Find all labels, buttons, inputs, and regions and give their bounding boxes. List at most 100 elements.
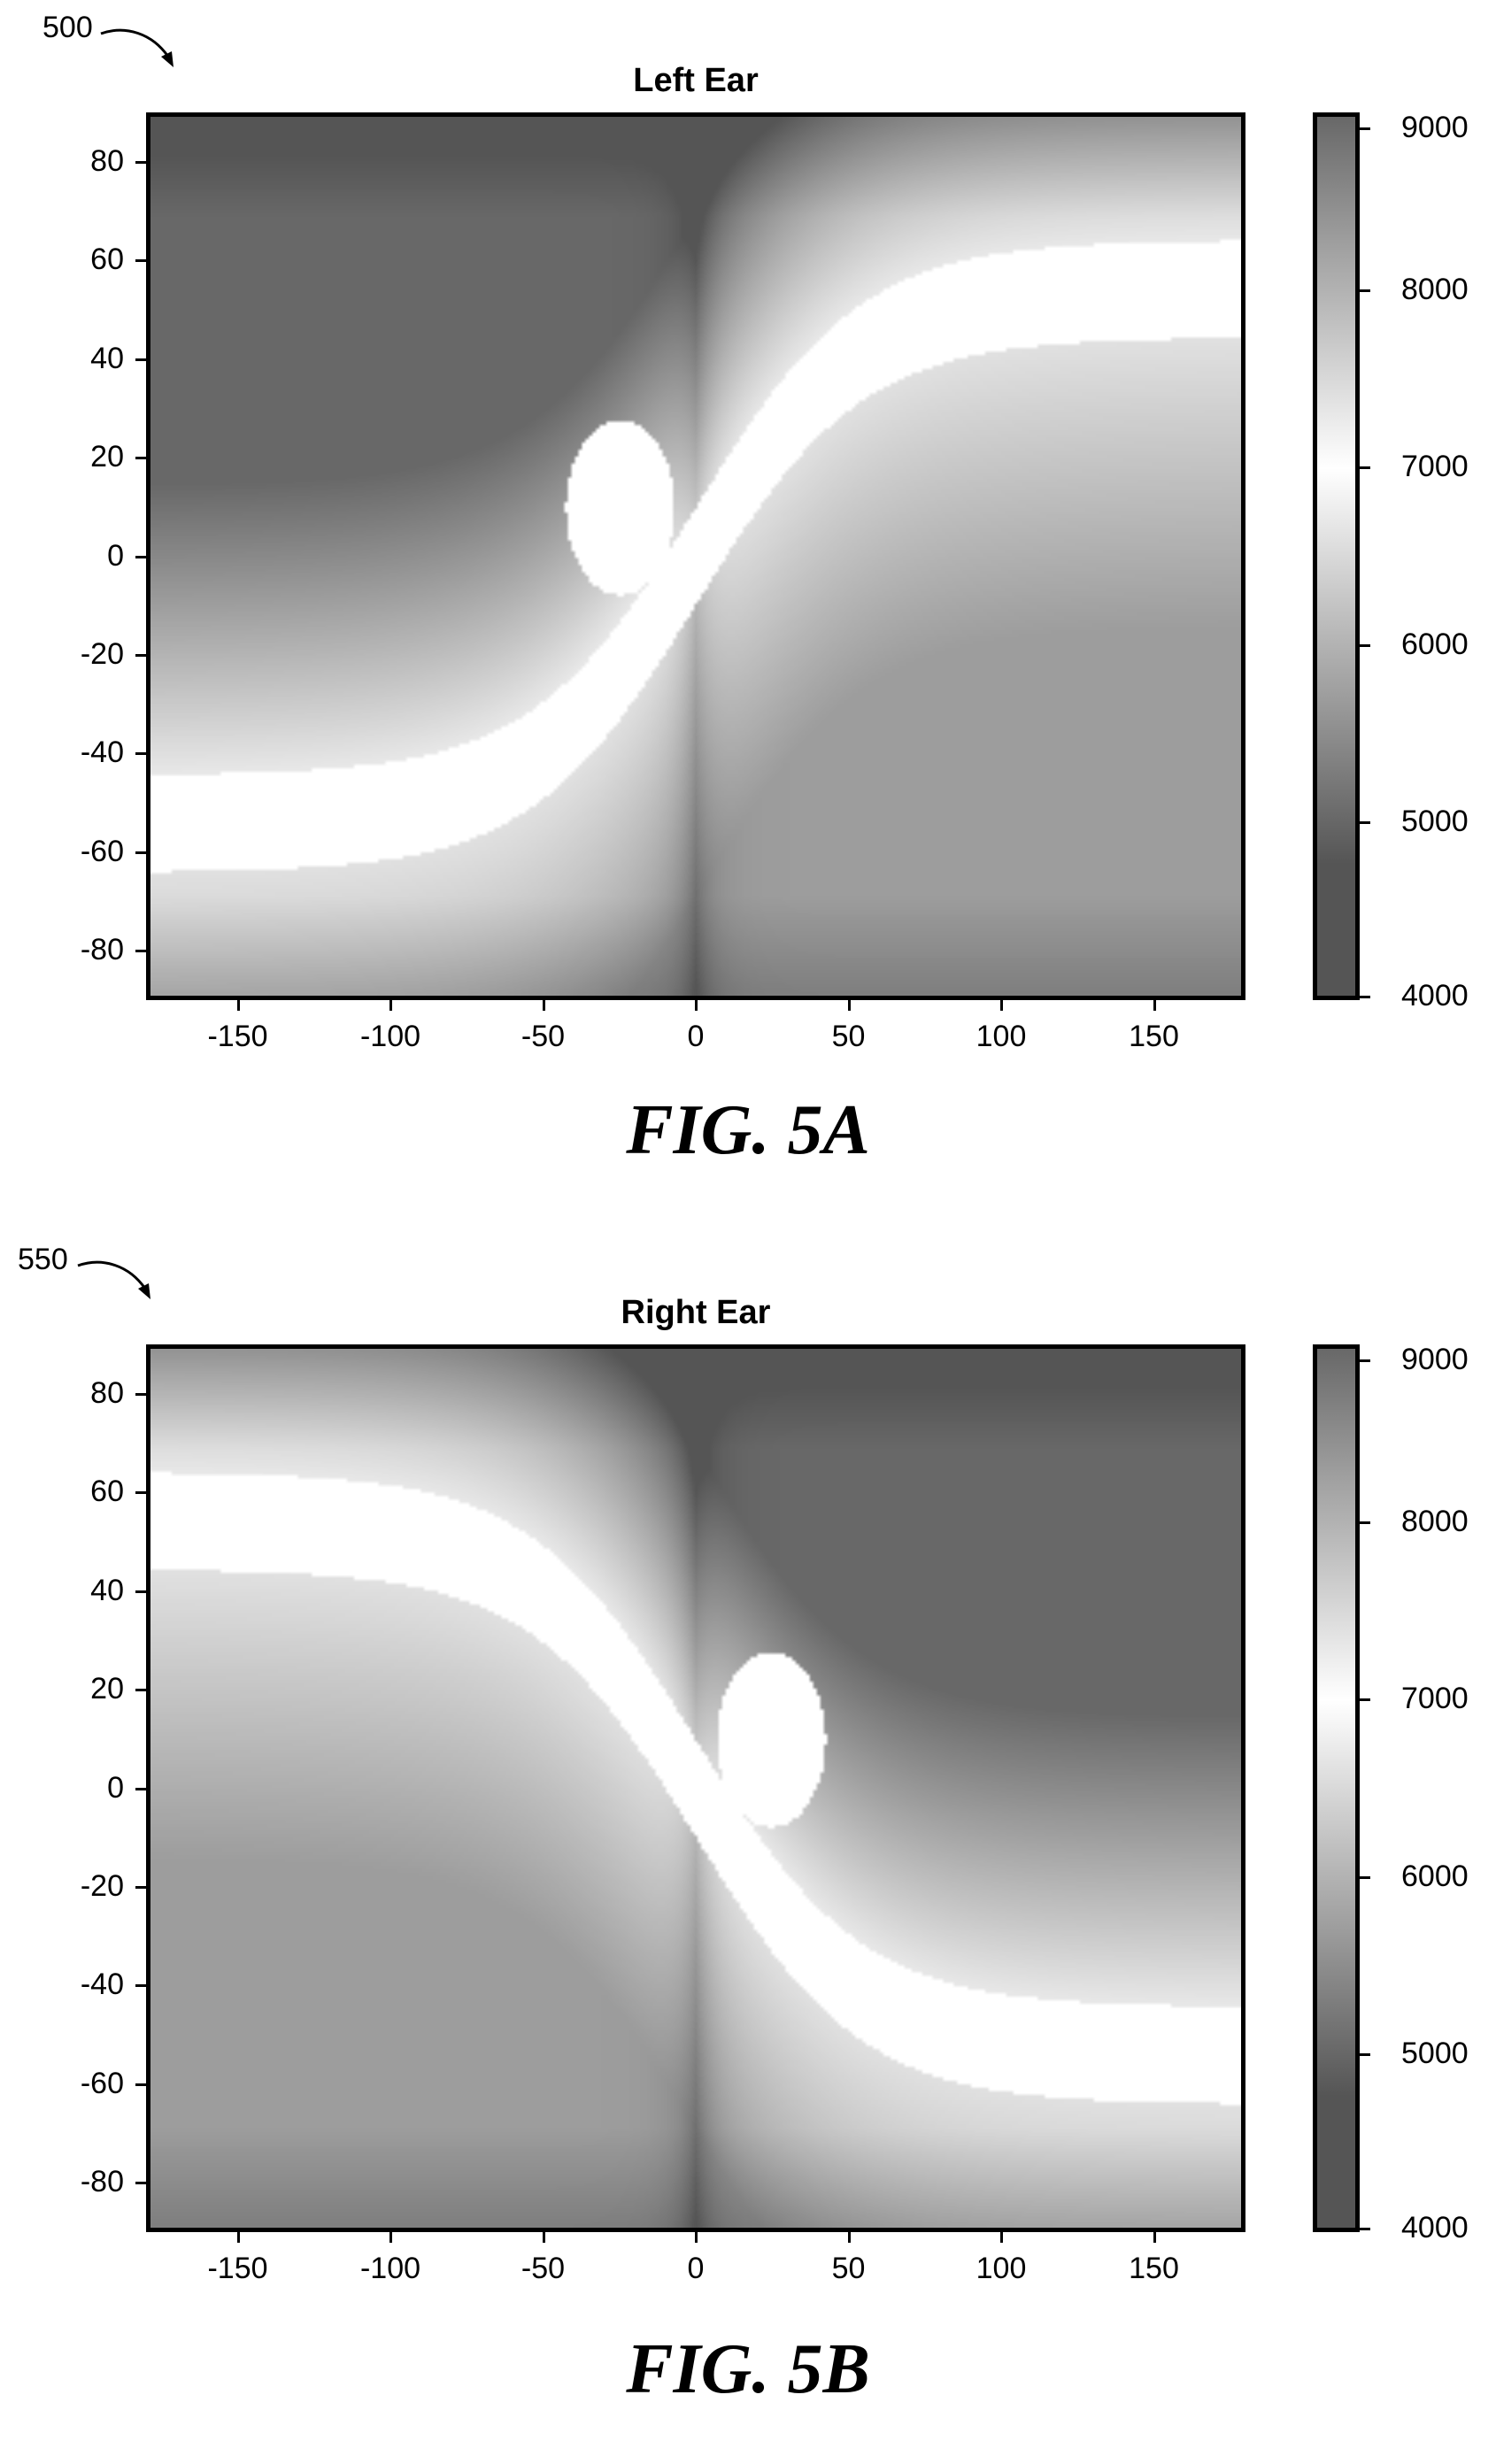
colorbar-tick-label: 4000 (1401, 2211, 1469, 2245)
colorbar-tick-mark (1360, 127, 1370, 130)
colorbar-tick-mark (1360, 2053, 1370, 2057)
x-tick-label: 150 (1129, 2252, 1179, 2285)
y-tick-mark (135, 259, 146, 263)
x-tick-mark (695, 1000, 698, 1011)
x-tick-label: -100 (359, 2252, 421, 2285)
y-tick-mark (135, 1392, 146, 1396)
x-tick-label: 100 (975, 2252, 1027, 2285)
y-tick-label: 80 (90, 1375, 124, 1410)
x-tick-mark (236, 2232, 240, 2243)
colorbar-tick-label: 5000 (1401, 2037, 1469, 2071)
x-tick-mark (847, 1000, 851, 1011)
y-tick-label: 20 (90, 440, 124, 474)
x-tick-label: 0 (687, 1020, 705, 1053)
y-tick-label: -40 (80, 735, 124, 770)
y-tick-mark (135, 653, 146, 657)
x-tick-mark (389, 2232, 392, 2243)
colorbar-tick-label: 5000 (1401, 805, 1469, 839)
y-tick-mark (135, 358, 146, 361)
y-tick-mark (135, 2182, 146, 2185)
y-tick-mark (135, 950, 146, 953)
y-tick-label: 0 (107, 538, 124, 573)
x-tick-mark (389, 1000, 392, 1011)
y-tick-mark (135, 1787, 146, 1790)
y-tick-label: -80 (80, 933, 124, 967)
colorbar-tick-mark (1360, 821, 1370, 825)
y-tick-label: 60 (90, 1475, 124, 1509)
y-tick-label: -60 (80, 2066, 124, 2100)
reference-number: 500 (42, 11, 93, 44)
y-tick-label: -20 (80, 636, 124, 671)
figure-caption: FIG. 5A (626, 1091, 870, 1169)
y-tick-mark (135, 1885, 146, 1889)
x-tick-mark (695, 2232, 698, 2243)
figure-5a: 500 Left Ear 80 60 40 20 0 -20 -40 -60 -80 -150-… (42, 11, 1469, 1169)
y-tick-mark (135, 555, 146, 558)
heatmap-canvas (150, 1349, 1241, 2228)
colorbar-tick-mark (1360, 1521, 1370, 1524)
colorbar-tick-mark (1360, 2228, 1370, 2230)
colorbar-tick-mark (1360, 643, 1370, 647)
y-tick-mark (135, 457, 146, 460)
y-tick-mark (135, 851, 146, 854)
x-tick-mark (847, 2232, 851, 2243)
y-tick-mark (135, 1590, 146, 1593)
colorbar-tick-label: 6000 (1401, 1859, 1469, 1893)
colorbar-tick-label: 6000 (1401, 627, 1469, 661)
colorbar-tick-mark (1360, 996, 1370, 998)
colorbar-tick-label: 7000 (1401, 1682, 1469, 1716)
colorbar-tick-label: 9000 (1401, 111, 1469, 144)
chart-title: Left Ear (633, 62, 759, 99)
x-tick-mark (1000, 1000, 1003, 1011)
x-tick-label: -50 (521, 2252, 566, 2285)
colorbar-tick-mark (1360, 466, 1370, 470)
heatmap-plot-area (146, 1344, 1245, 2232)
colorbar (1313, 112, 1360, 1000)
x-tick-label: 50 (831, 1020, 866, 1053)
y-tick-label: 40 (90, 341, 124, 375)
x-tick-mark (542, 1000, 545, 1011)
colorbar (1313, 1344, 1360, 2232)
y-tick-label: -80 (80, 2165, 124, 2199)
colorbar-tick-mark (1360, 1875, 1370, 1879)
colorbar-tick-mark (1360, 1698, 1370, 1702)
x-tick-label: 100 (975, 1020, 1027, 1053)
figure-5b: 550 Right Ear 80 60 40 20 0 -20 -40 -60 -80 -150… (0, 1232, 1496, 2464)
x-tick-mark (1000, 2232, 1003, 2243)
figure-caption: FIG. 5B (626, 2330, 870, 2408)
heatmap-plot-area (146, 112, 1245, 1000)
x-tick-label: -150 (207, 2252, 268, 2285)
y-tick-label: -20 (80, 1868, 124, 1903)
reference-number: 550 (18, 1243, 68, 1276)
y-tick-mark (135, 160, 146, 164)
y-tick-mark (135, 752, 146, 756)
colorbar-tick-label: 8000 (1401, 1504, 1469, 1538)
y-tick-mark (135, 1491, 146, 1495)
y-tick-mark (135, 1689, 146, 1692)
x-tick-mark (1153, 1000, 1156, 1011)
colorbar-tick-label: 7000 (1401, 450, 1469, 484)
x-tick-mark (542, 2232, 545, 2243)
x-tick-label: 0 (687, 2252, 705, 2285)
colorbar-tick-label: 4000 (1401, 979, 1469, 1013)
heatmap-canvas (150, 117, 1241, 996)
x-tick-label: 150 (1129, 1020, 1179, 1053)
x-tick-mark (1153, 2232, 1156, 2243)
reference-arrow-icon (77, 1260, 150, 1299)
x-tick-mark (236, 1000, 240, 1011)
y-tick-label: -40 (80, 1967, 124, 2002)
reference-arrow-icon (100, 28, 174, 67)
x-tick-label: -100 (359, 1020, 421, 1053)
y-tick-label: 80 (90, 143, 124, 178)
x-tick-label: -150 (207, 1020, 268, 1053)
y-tick-mark (135, 1984, 146, 1988)
colorbar-tick-label: 9000 (1401, 1343, 1469, 1376)
y-tick-label: 20 (90, 1672, 124, 1706)
y-tick-label: -60 (80, 834, 124, 868)
chart-title: Right Ear (621, 1294, 771, 1331)
y-tick-label: 0 (107, 1770, 124, 1805)
x-tick-label: 50 (831, 2252, 866, 2285)
y-tick-mark (135, 2083, 146, 2086)
x-tick-label: -50 (521, 1020, 566, 1053)
colorbar-tick-label: 8000 (1401, 272, 1469, 306)
